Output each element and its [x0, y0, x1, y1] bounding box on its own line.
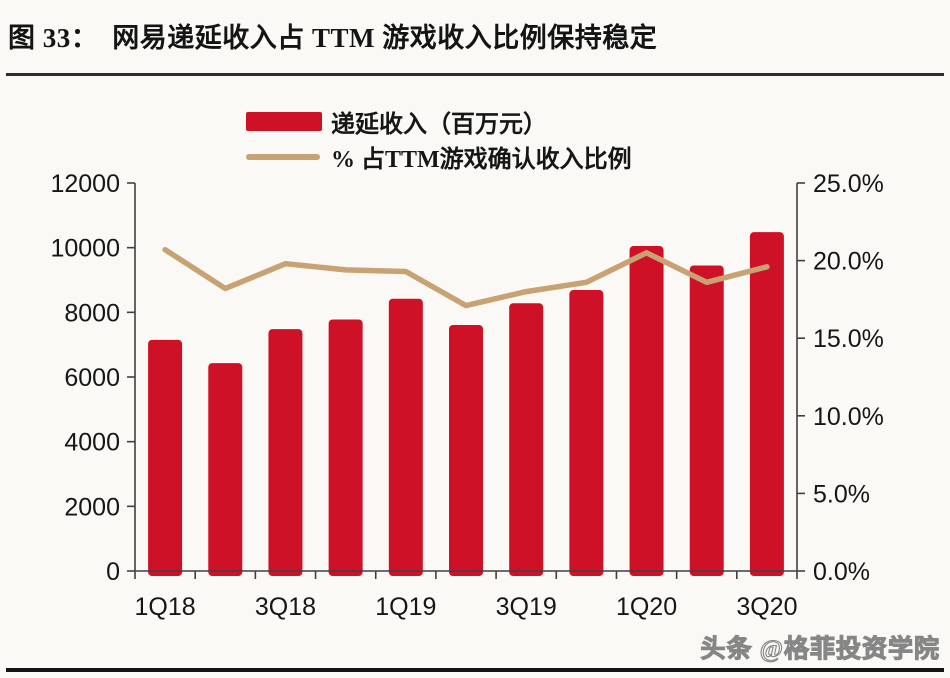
bar-3Q18 — [268, 329, 303, 576]
left-axis-tick-label: 0 — [106, 558, 120, 586]
ttm-ratio-line — [162, 246, 770, 309]
figure-number: 图 33： — [8, 23, 99, 53]
bar-4Q19 — [569, 290, 604, 576]
right-axis-tick-label: 5.0% — [813, 480, 870, 508]
line-series-swatch — [246, 153, 320, 160]
left-axis-tick-label: 4000 — [64, 429, 120, 457]
bottom-divider — [6, 668, 944, 672]
right-axis-tick-label: 10.0% — [813, 403, 884, 431]
chart-area: 0 2000 4000 6000 8000 10000 12000 0.0% 5.0% 10.0%… — [0, 170, 950, 640]
bar-2Q18 — [208, 363, 243, 576]
left-axis-tick-label: 6000 — [64, 364, 120, 392]
x-axis-tick-label: 1Q20 — [616, 593, 677, 621]
bar-2Q19 — [449, 324, 483, 576]
left-axis-tick-label: 8000 — [64, 299, 120, 327]
combo-chart-svg: 0 2000 4000 6000 8000 10000 12000 0.0% 5.0% 10.0%… — [50, 170, 884, 621]
x-axis-tick-label: 1Q18 — [135, 593, 196, 621]
legend-item-ttm-ratio: % 占TTM游戏确认收入比例 — [246, 139, 632, 174]
right-axis-tick-label: 20.0% — [813, 248, 884, 276]
title-divider — [6, 73, 944, 76]
bar-4Q18 — [328, 319, 363, 576]
right-axis-tick-label: 15.0% — [813, 325, 884, 353]
left-axis-tick-label: 12000 — [50, 170, 120, 198]
legend-label: % 占TTM游戏确认收入比例 — [331, 147, 632, 173]
bar-1Q19 — [388, 298, 423, 576]
chart-legend: 递延收入（百万元） % 占TTM游戏确认收入比例 — [246, 104, 632, 174]
left-axis-tick-label: 10000 — [50, 235, 120, 263]
bar-2Q20 — [689, 265, 724, 576]
watermark: 头条 @格菲投资学院 — [700, 635, 940, 663]
figure-title-text: 网易递延收入占 TTM 游戏收入比例保持稳定 — [112, 23, 658, 53]
right-axis-tick-label: 0.0% — [813, 558, 870, 586]
bar-3Q20 — [749, 232, 784, 576]
bar-1Q18 — [148, 339, 183, 576]
bar-series-swatch — [246, 112, 322, 131]
legend-item-deferred-revenue: 递延收入（百万元） — [246, 104, 632, 139]
x-axis-tick-label: 1Q19 — [375, 593, 436, 621]
right-axis-tick-label: 25.0% — [813, 170, 884, 198]
x-axis-tick-label: 3Q18 — [255, 593, 316, 621]
bar-3Q19 — [509, 303, 544, 576]
bar-1Q20 — [629, 246, 664, 577]
x-axis-tick-label: 3Q20 — [736, 593, 797, 621]
left-axis-tick-label: 2000 — [64, 493, 120, 521]
x-axis-tick-label: 3Q19 — [496, 593, 557, 621]
legend-label: 递延收入（百万元） — [331, 112, 547, 138]
figure-title: 图 33： 网易递延收入占 TTM 游戏收入比例保持稳定 — [8, 16, 657, 55]
